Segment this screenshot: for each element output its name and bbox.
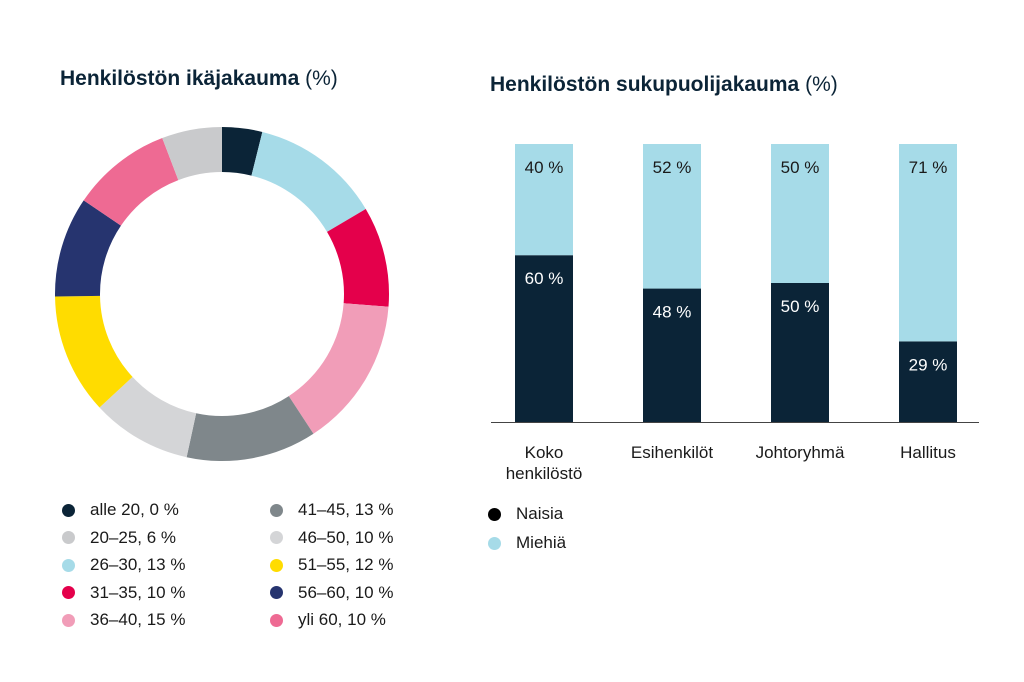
- gender-legend-item: Naisia: [488, 504, 563, 524]
- data-label: 48 %: [653, 303, 692, 322]
- legend-swatch: [270, 531, 283, 544]
- age-chart-title-unit: (%): [305, 67, 338, 90]
- age-legend-item: 41–45, 13 %: [270, 500, 393, 520]
- legend-swatch: [62, 586, 75, 599]
- legend-swatch: [270, 613, 283, 627]
- legend-label: 26–30, 13 %: [90, 555, 186, 574]
- x-tick-label: Koko: [525, 443, 564, 462]
- age-legend-item: yli 60, 10 %: [270, 610, 386, 630]
- legend-label: Naisia: [516, 504, 564, 523]
- age-legend-item: alle 20, 0 %: [62, 500, 179, 520]
- legend-swatch: [270, 558, 283, 572]
- bar-naisia-koko-henkilosto: [515, 255, 573, 422]
- donut-slice-51-55: [55, 295, 133, 408]
- data-label: 50 %: [781, 158, 820, 177]
- legend-label: alle 20, 0 %: [90, 500, 179, 519]
- age-legend-item: 36–40, 15 %: [62, 610, 185, 630]
- gender-legend-item: Miehiä: [488, 533, 566, 553]
- x-tick-label: Johtoryhmä: [756, 443, 845, 462]
- legend-swatch: [62, 558, 75, 572]
- donut-slice-20-25: [162, 127, 222, 181]
- legend-label: Miehiä: [516, 533, 567, 552]
- donut-slice-41-45: [186, 396, 314, 461]
- legend-swatch: [62, 503, 75, 517]
- legend-label: 51–55, 12 %: [298, 555, 394, 574]
- donut-slice-26-30: [251, 131, 366, 232]
- donut-slice-36-40: [288, 303, 389, 434]
- legend-swatch: [488, 536, 501, 550]
- age-legend-item: 20–25, 6 %: [62, 528, 176, 548]
- bar-miehia-johtoryhma: [771, 144, 829, 283]
- legend-swatch: [270, 503, 283, 517]
- x-tick-label: Hallitus: [900, 443, 956, 462]
- donut-slice-56-60: [55, 200, 121, 297]
- donut-slice-alle-20: [222, 127, 263, 176]
- donut-slice-yli-60: [83, 138, 179, 226]
- age-chart-title: Henkilöstön ikäjakauma (%): [60, 67, 338, 91]
- legend-swatch: [62, 613, 75, 627]
- age-legend-item: 31–35, 10 %: [62, 583, 185, 603]
- legend-swatch: [488, 507, 501, 521]
- data-label: 40 %: [525, 158, 564, 177]
- data-label: 71 %: [909, 158, 948, 177]
- gender-stacked-bar-chart: 60 % 40 % Koko henkilöstö 48 % 52 % Esihenkilö…: [491, 144, 979, 483]
- bar-naisia-esihenkilot: [643, 288, 701, 422]
- bar-miehia-hallitus: [899, 144, 957, 342]
- legend-label: 46–50, 10 %: [298, 527, 394, 547]
- legend-swatch: [62, 531, 75, 544]
- legend-swatch: [270, 586, 283, 599]
- age-donut-chart: [55, 127, 389, 461]
- legend-label: 41–45, 13 %: [298, 500, 394, 519]
- donut-slice-46-50: [99, 376, 197, 458]
- gender-chart-title-text: Henkilöstön sukupuolijakauma: [490, 73, 800, 96]
- x-tick-label: henkilöstö: [506, 464, 583, 483]
- donut-slice-31-35: [327, 209, 389, 307]
- age-chart-title-text: Henkilöstön ikäjakauma: [60, 67, 300, 90]
- bar-naisia-johtoryhma: [771, 283, 829, 422]
- bar-miehia-esihenkilot: [643, 144, 701, 289]
- bar-miehia-koko-henkilosto: [515, 144, 573, 256]
- age-legend-item: 26–30, 13 %: [62, 555, 185, 575]
- age-legend-item: 56–60, 10 %: [270, 583, 393, 603]
- data-label: 29 %: [909, 355, 948, 374]
- data-label: 60 %: [525, 269, 564, 288]
- legend-label: yli 60, 10 %: [298, 610, 386, 629]
- bar-naisia-hallitus: [899, 341, 957, 422]
- legend-label: 20–25, 6 %: [90, 527, 177, 547]
- legend-label: 31–35, 10 %: [90, 582, 186, 602]
- legend-label: 56–60, 10 %: [298, 582, 394, 602]
- x-tick-label: Esihenkilöt: [631, 443, 713, 462]
- legend-label: 36–40, 15 %: [90, 610, 186, 629]
- age-legend-item: 46–50, 10 %: [270, 528, 393, 548]
- gender-chart-title: Henkilöstön sukupuolijakauma (%): [490, 73, 838, 97]
- age-legend-item: 51–55, 12 %: [270, 555, 393, 575]
- gender-chart-title-unit: (%): [805, 73, 838, 96]
- data-label: 50 %: [781, 297, 820, 316]
- data-label: 52 %: [653, 158, 692, 177]
